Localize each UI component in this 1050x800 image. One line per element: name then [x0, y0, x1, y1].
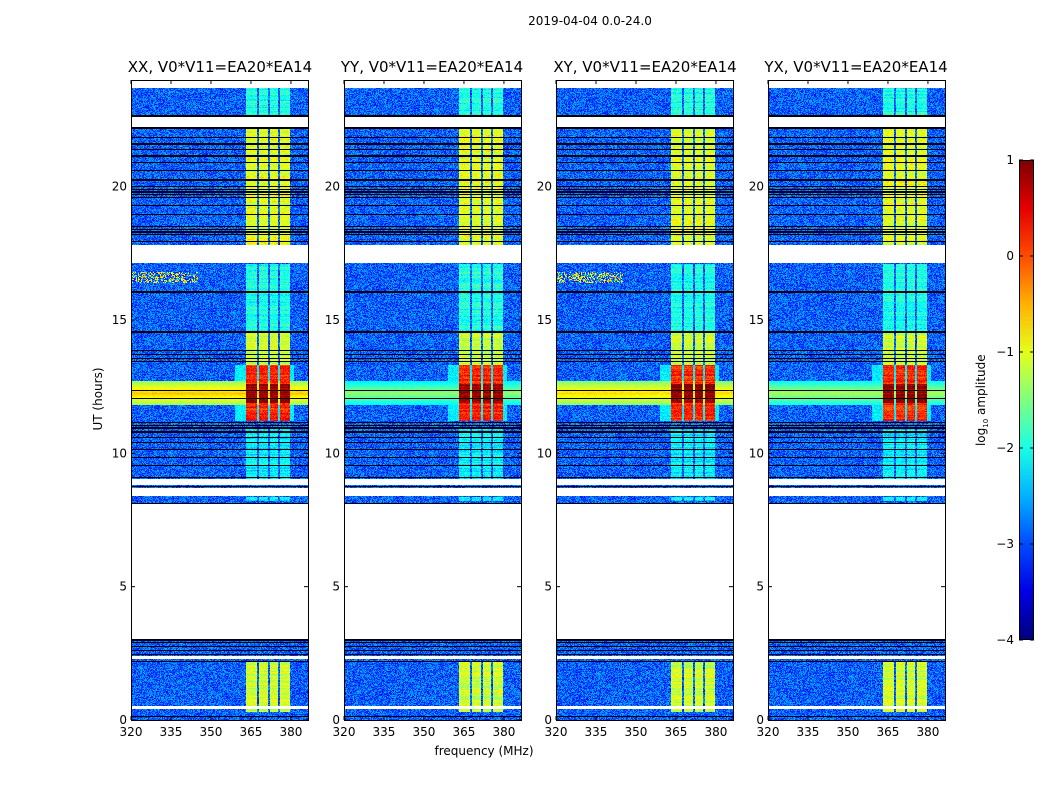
colorbar-label-log: log [973, 427, 988, 447]
figure-title: 2019-04-04 0.0-24.0 [528, 14, 652, 28]
panel-frame-yx [768, 80, 946, 721]
colorbar-tick-label: −1 [996, 345, 1014, 359]
colorbar-tick-label: −4 [996, 633, 1014, 647]
y-tick-label: 20 [325, 180, 340, 194]
x-tick-label: 380 [916, 725, 939, 739]
x-tick-label: 320 [545, 725, 568, 739]
panel-frame-yy [344, 80, 522, 721]
panel-title-xx: XX, V0*V11=EA20*EA14 [127, 58, 313, 76]
spectrogram-yx [768, 80, 945, 720]
y-tick-label: 20 [537, 180, 552, 194]
panel-frame-xy [556, 80, 734, 721]
y-tick-label: 5 [332, 580, 340, 594]
x-tick-label: 320 [757, 725, 780, 739]
y-tick-label: 10 [537, 446, 552, 460]
x-tick-label: 320 [333, 725, 356, 739]
y-tick-label: 0 [119, 713, 127, 727]
x-tick-label: 335 [797, 725, 820, 739]
panel-title-xy: XY, V0*V11=EA20*EA14 [553, 58, 737, 76]
colorbar-tick-label: 0 [1006, 249, 1014, 263]
x-tick-label: 335 [585, 725, 608, 739]
y-tick-label: 0 [544, 713, 552, 727]
panel-frame-xx [131, 80, 309, 721]
y-tick-label: 15 [112, 313, 127, 327]
x-tick-label: 380 [704, 725, 727, 739]
x-tick-label: 350 [625, 725, 648, 739]
x-tick-label: 320 [120, 725, 143, 739]
y-tick-label: 10 [112, 446, 127, 460]
colorbar-tick-label: 1 [1006, 153, 1014, 167]
colorbar-label: log10 amplitude [974, 340, 990, 460]
y-tick-label: 20 [112, 180, 127, 194]
y-tick-label: 10 [325, 446, 340, 460]
colorbar-label-amplitude: amplitude [973, 354, 988, 419]
y-tick-label: 20 [749, 180, 764, 194]
x-tick-label: 335 [373, 725, 396, 739]
spectrogram-xx [131, 80, 308, 720]
colorbar-label-base: 10 [982, 418, 991, 428]
y-tick-label: 0 [332, 713, 340, 727]
y-tick-label: 5 [756, 580, 764, 594]
colorbar [1019, 160, 1034, 640]
x-tick-label: 365 [240, 725, 263, 739]
x-tick-label: 350 [837, 725, 860, 739]
y-tick-label: 15 [537, 313, 552, 327]
y-tick-label: 15 [749, 313, 764, 327]
y-tick-label: 15 [325, 313, 340, 327]
x-tick-label: 365 [877, 725, 900, 739]
x-tick-label: 365 [665, 725, 688, 739]
x-tick-label: 380 [492, 725, 515, 739]
y-tick-label: 5 [119, 580, 127, 594]
x-tick-label: 365 [453, 725, 476, 739]
x-tick-label: 350 [200, 725, 223, 739]
x-tick-label: 380 [279, 725, 302, 739]
panel-title-yx: YX, V0*V11=EA20*EA14 [764, 58, 948, 76]
x-axis-label: frequency (MHz) [434, 744, 534, 758]
spectrogram-yy [344, 80, 521, 720]
colorbar-tick-label: −3 [996, 537, 1014, 551]
x-tick-label: 350 [413, 725, 436, 739]
y-tick-label: 5 [544, 580, 552, 594]
y-tick-label: 0 [756, 713, 764, 727]
panel-title-yy: YY, V0*V11=EA20*EA14 [340, 58, 524, 76]
x-tick-label: 335 [160, 725, 183, 739]
spectrogram-xy [556, 80, 733, 720]
y-axis-label: UT (hours) [91, 367, 105, 431]
colorbar-tick-label: −2 [996, 441, 1014, 455]
y-tick-label: 10 [749, 446, 764, 460]
